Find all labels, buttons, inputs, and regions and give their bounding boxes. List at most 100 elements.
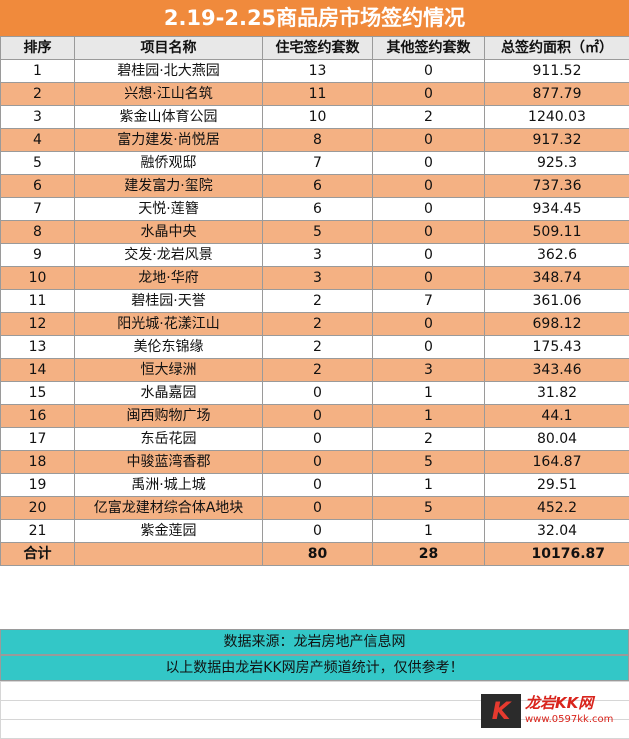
cell-residential-count: 0	[262, 450, 373, 474]
cell-total-area: 361.06	[484, 289, 629, 313]
cell-project-name: 水晶嘉园	[74, 381, 263, 405]
cell-other-count: 0	[372, 128, 485, 152]
cell-project-name: 亿富龙建材综合体A地块	[74, 496, 263, 520]
cell-other-count: 0	[372, 197, 485, 221]
cell-rank: 15	[0, 381, 75, 405]
cell-rank: 17	[0, 427, 75, 451]
cell-rank: 6	[0, 174, 75, 198]
table-row: 14 恒大绿洲 2 3 343.46	[0, 358, 629, 382]
cell-other-count: 5	[372, 450, 485, 474]
cell-residential-count: 7	[262, 151, 373, 175]
total-empty	[74, 542, 263, 566]
cell-total-area: 164.87	[484, 450, 629, 474]
cell-total-area: 1240.03	[484, 105, 629, 129]
cell-total-area: 348.74	[484, 266, 629, 290]
cell-total-area: 343.46	[484, 358, 629, 382]
logo-mark: K	[481, 694, 521, 728]
cell-residential-count: 3	[262, 243, 373, 267]
header-residential-count: 住宅签约套数	[262, 36, 373, 60]
cell-project-name: 富力建发·尚悦居	[74, 128, 263, 152]
cell-project-name: 水晶中央	[74, 220, 263, 244]
cell-total-area: 917.32	[484, 128, 629, 152]
cell-residential-count: 11	[262, 82, 373, 106]
total-other: 28	[372, 542, 485, 566]
cell-other-count: 0	[372, 266, 485, 290]
cell-residential-count: 10	[262, 105, 373, 129]
logo-url: www.0597kk.com	[525, 714, 614, 725]
table-row: 15 水晶嘉园 0 1 31.82	[0, 381, 629, 405]
table-row: 20 亿富龙建材综合体A地块 0 5 452.2	[0, 496, 629, 520]
cell-total-area: 80.04	[484, 427, 629, 451]
cell-residential-count: 0	[262, 473, 373, 497]
site-logo: K 龙岩KK网 www.0597kk.com	[481, 692, 621, 732]
cell-total-area: 44.1	[484, 404, 629, 428]
cell-project-name: 中骏蓝湾香郡	[74, 450, 263, 474]
cell-rank: 5	[0, 151, 75, 175]
table-row: 5 融侨观邸 7 0 925.3	[0, 151, 629, 175]
table-row: 8 水晶中央 5 0 509.11	[0, 220, 629, 244]
cell-project-name: 闽西购物广场	[74, 404, 263, 428]
sales-table: 排序 项目名称 住宅签约套数 其他签约套数 总签约面积（㎡） 1 碧桂园·北大燕园…	[0, 36, 629, 566]
cell-project-name: 禹洲·城上城	[74, 473, 263, 497]
cell-total-area: 29.51	[484, 473, 629, 497]
cell-rank: 20	[0, 496, 75, 520]
cell-other-count: 5	[372, 496, 485, 520]
cell-residential-count: 2	[262, 358, 373, 382]
table-title: 2.19-2.25商品房市场签约情况	[0, 0, 629, 36]
table-row: 6 建发富力·玺院 6 0 737.36	[0, 174, 629, 198]
header-project-name: 项目名称	[74, 36, 263, 60]
table-row: 1 碧桂园·北大燕园 13 0 911.52	[0, 59, 629, 83]
cell-rank: 13	[0, 335, 75, 359]
cell-other-count: 0	[372, 243, 485, 267]
cell-rank: 12	[0, 312, 75, 336]
cell-residential-count: 5	[262, 220, 373, 244]
cell-rank: 19	[0, 473, 75, 497]
cell-total-area: 452.2	[484, 496, 629, 520]
total-residential: 80	[262, 542, 373, 566]
disclaimer-note: 以上数据由龙岩KK网房产频道统计，仅供参考！	[0, 655, 629, 681]
table-row: 7 天悦·莲簪 6 0 934.45	[0, 197, 629, 221]
cell-residential-count: 8	[262, 128, 373, 152]
cell-other-count: 0	[372, 59, 485, 83]
table-row: 4 富力建发·尚悦居 8 0 917.32	[0, 128, 629, 152]
cell-other-count: 3	[372, 358, 485, 382]
cell-other-count: 0	[372, 220, 485, 244]
empty-grid-area	[0, 681, 629, 739]
table-row: 10 龙地·华府 3 0 348.74	[0, 266, 629, 290]
cell-project-name: 紫金山体育公园	[74, 105, 263, 129]
cell-project-name: 紫金莲园	[74, 519, 263, 543]
cell-rank: 18	[0, 450, 75, 474]
table-row: 11 碧桂园·天誉 2 7 361.06	[0, 289, 629, 313]
total-area: 10176.87	[484, 542, 629, 566]
cell-other-count: 1	[372, 404, 485, 428]
table-row: 13 美伦东锦缘 2 0 175.43	[0, 335, 629, 359]
cell-other-count: 0	[372, 151, 485, 175]
cell-other-count: 2	[372, 105, 485, 129]
cell-residential-count: 0	[262, 519, 373, 543]
cell-residential-count: 0	[262, 496, 373, 520]
cell-rank: 16	[0, 404, 75, 428]
cell-project-name: 东岳花园	[74, 427, 263, 451]
table-row: 18 中骏蓝湾香郡 0 5 164.87	[0, 450, 629, 474]
cell-rank: 11	[0, 289, 75, 313]
header-other-count: 其他签约套数	[372, 36, 485, 60]
cell-residential-count: 2	[262, 312, 373, 336]
cell-other-count: 1	[372, 473, 485, 497]
cell-total-area: 737.36	[484, 174, 629, 198]
cell-rank: 2	[0, 82, 75, 106]
cell-residential-count: 2	[262, 289, 373, 313]
table-row: 12 阳光城·花漾江山 2 0 698.12	[0, 312, 629, 336]
cell-total-area: 911.52	[484, 59, 629, 83]
cell-residential-count: 0	[262, 381, 373, 405]
cell-other-count: 0	[372, 174, 485, 198]
cell-total-area: 31.82	[484, 381, 629, 405]
cell-project-name: 融侨观邸	[74, 151, 263, 175]
cell-other-count: 1	[372, 381, 485, 405]
cell-rank: 8	[0, 220, 75, 244]
cell-rank: 10	[0, 266, 75, 290]
logo-text: 龙岩KK网	[525, 694, 594, 712]
cell-rank: 4	[0, 128, 75, 152]
data-source-note: 数据来源：龙岩房地产信息网	[0, 629, 629, 655]
cell-total-area: 877.79	[484, 82, 629, 106]
